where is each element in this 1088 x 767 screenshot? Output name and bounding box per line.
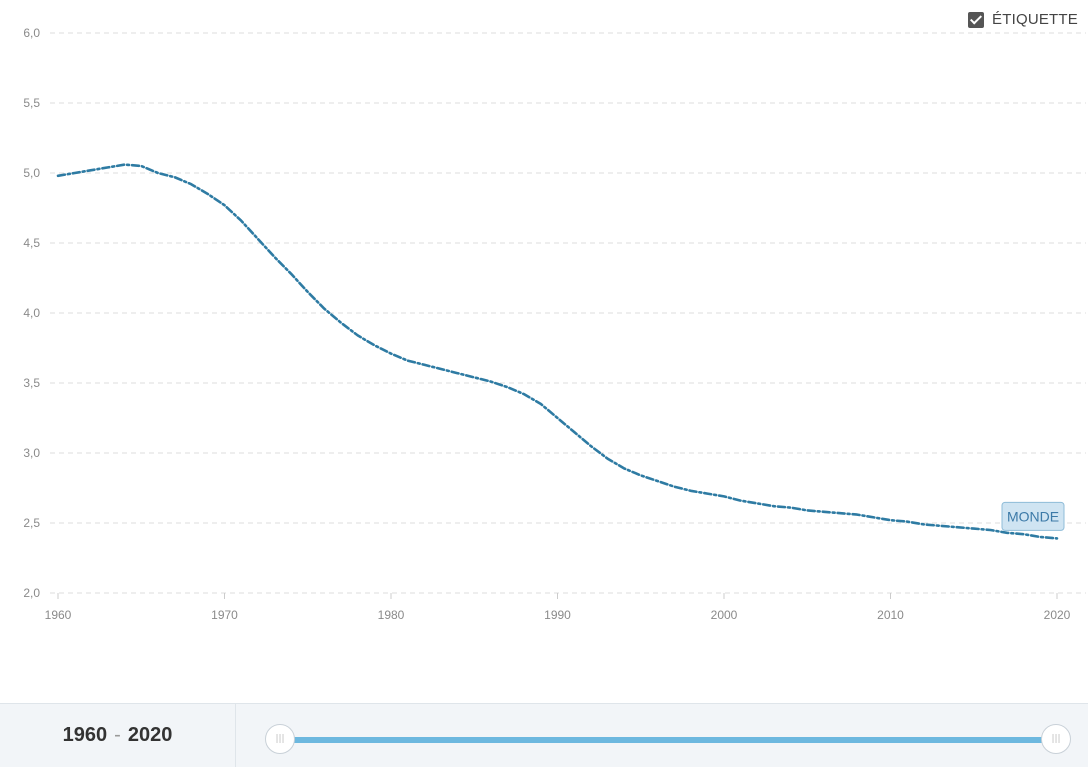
x-tick-label: 2010 [877, 608, 904, 622]
x-tick-label: 2000 [711, 608, 738, 622]
range-end-year: 2020 [127, 724, 173, 746]
y-tick-label: 2,0 [23, 586, 40, 600]
slider-track[interactable] [281, 737, 1057, 743]
series-label: MONDE [1001, 501, 1065, 531]
label-toggle[interactable]: ÉTIQUETTE [968, 11, 1078, 28]
range-start-year: 1960 [62, 724, 108, 746]
y-tick-label: 5,5 [23, 96, 40, 110]
x-tick-label: 2020 [1044, 608, 1071, 622]
series-label-box [1001, 501, 1065, 531]
y-tick-label: 3,5 [23, 376, 40, 390]
grip-icon: ||| [1051, 734, 1061, 744]
x-tick-label: 1990 [544, 608, 571, 622]
checkbox-checked-icon[interactable] [968, 11, 985, 28]
x-tick-label: 1970 [211, 608, 238, 622]
series-label-text: MONDE [1007, 508, 1059, 524]
slider-handle-start[interactable]: ||| [265, 724, 295, 754]
y-tick-label: 3,0 [23, 446, 40, 460]
range-separator: - [114, 724, 121, 746]
y-tick-label: 5,0 [23, 166, 40, 180]
grid [50, 32, 1086, 594]
x-tick-label: 1960 [45, 608, 72, 622]
year-range-display: 1960 - 2020 [0, 704, 236, 767]
slider-handle-end[interactable]: ||| [1041, 724, 1071, 754]
y-tick-label: 6,0 [23, 26, 40, 40]
y-tick-label: 4,0 [23, 306, 40, 320]
year-range-bar: 1960 - 2020 ||| ||| [0, 703, 1088, 767]
y-tick-label: 2,5 [23, 516, 40, 530]
x-tick-label: 1980 [378, 608, 405, 622]
line-chart: 6,0 5,5 5,0 4,5 4,0 3,5 3,0 2,5 2,0 1960 1970 1980… [23, 26, 1086, 622]
y-axis: 6,0 5,5 5,0 4,5 4,0 3,5 3,0 2,5 2,0 [23, 26, 40, 600]
grip-icon: ||| [275, 734, 285, 744]
series-line-monde[interactable] [56, 163, 1059, 540]
label-toggle-text: ÉTIQUETTE [992, 11, 1078, 28]
y-tick-label: 4,5 [23, 236, 40, 250]
x-axis: 1960 1970 1980 1990 2000 2010 2020 [45, 593, 1071, 622]
